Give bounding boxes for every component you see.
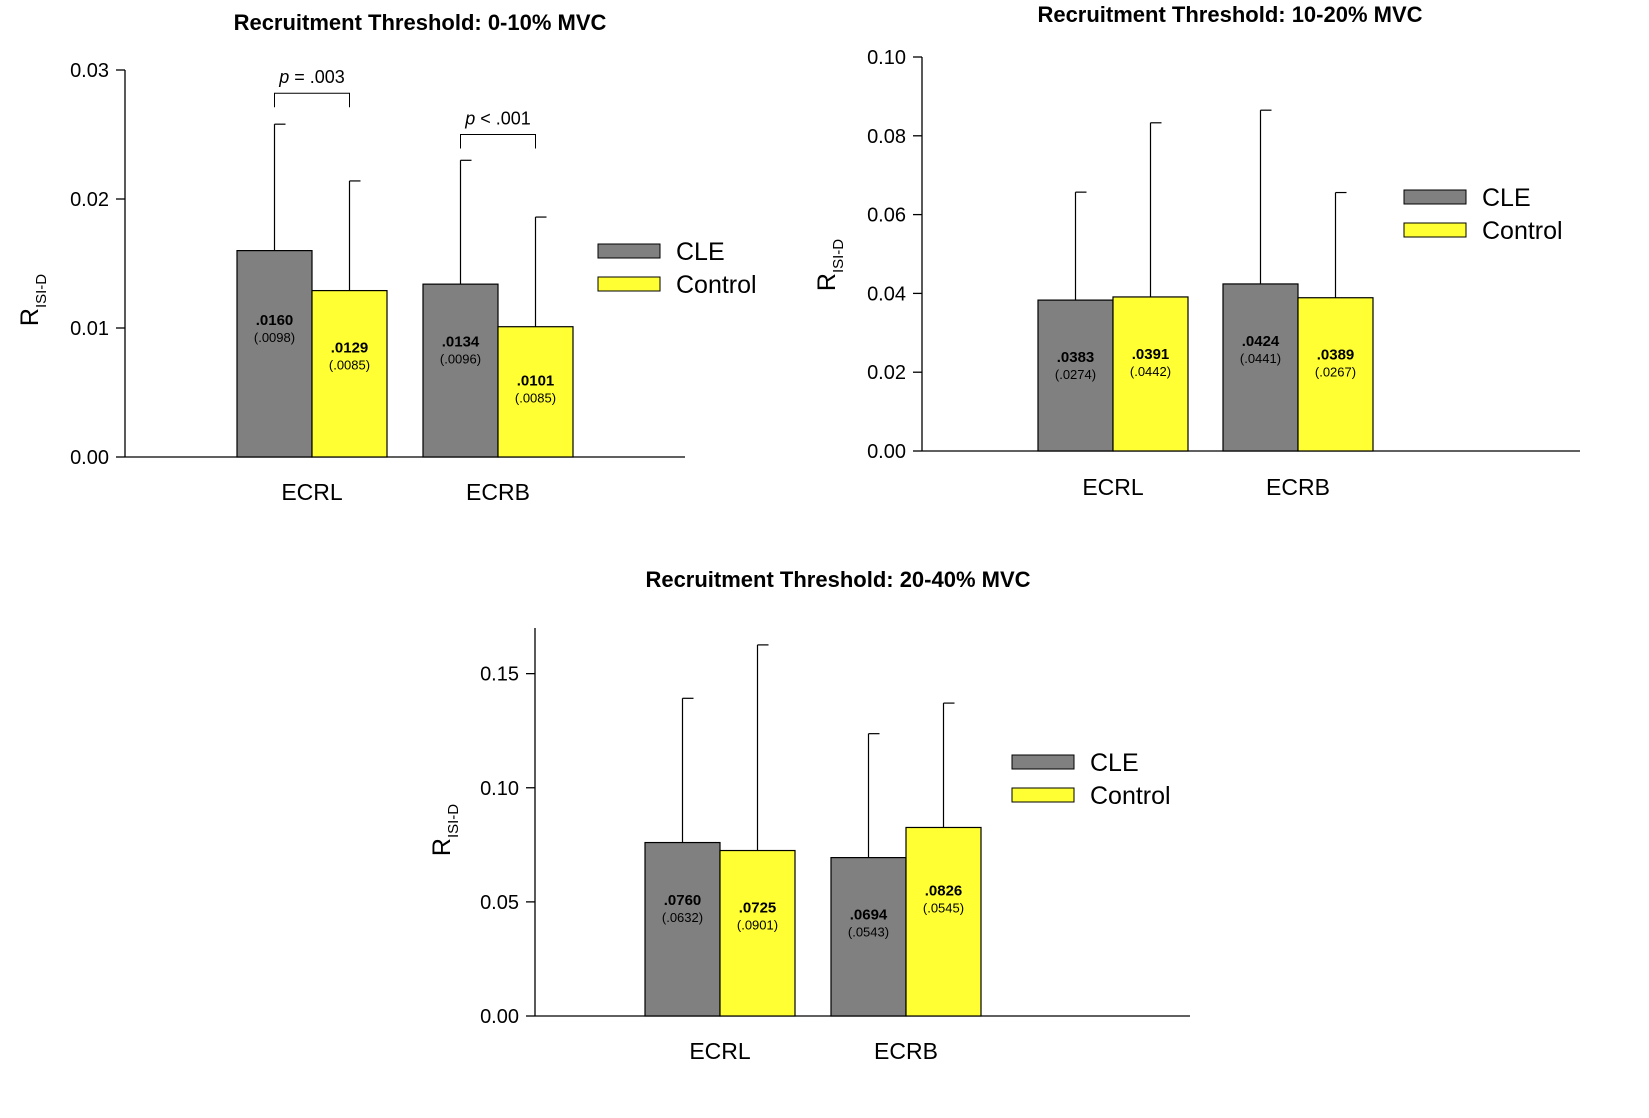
legend-swatch-cle bbox=[597, 243, 661, 259]
y-tick-label: 0.08 bbox=[867, 126, 906, 148]
legend-label-control: Control bbox=[1090, 782, 1171, 810]
y-tick-label: 0.04 bbox=[867, 283, 906, 305]
x-category-label: ECRL bbox=[1082, 474, 1144, 500]
data-label-sd: (.0085) bbox=[329, 358, 370, 373]
y-tick-label: 0.15 bbox=[480, 664, 519, 686]
y-axis-label-main: R bbox=[428, 838, 456, 856]
bar-control-ecrb bbox=[497, 326, 574, 458]
y-tick-label: 0.00 bbox=[480, 1006, 519, 1028]
x-category-label: ECRB bbox=[466, 479, 530, 505]
bar-control-ecrl bbox=[719, 849, 796, 1017]
chart-panel-3: Recruitment Threshold: 20-40% MVC RISI-D 0… bbox=[428, 567, 1190, 1064]
legend-swatch-control bbox=[597, 276, 661, 292]
legend-label-cle: CLE bbox=[1090, 749, 1139, 777]
y-axis-label-subscript: ISI-D bbox=[445, 804, 462, 838]
data-label-mean: .0134 bbox=[442, 333, 480, 350]
y-axis-label: RISI-D bbox=[16, 274, 50, 326]
bar-cle-ecrb bbox=[1222, 283, 1299, 452]
x-category-label: ECRL bbox=[689, 1038, 751, 1064]
significance-p: p bbox=[464, 109, 475, 129]
chart-panel-2: Recruitment Threshold: 10-20% MVC RISI-D 0… bbox=[813, 2, 1580, 500]
significance-p: p bbox=[278, 67, 289, 87]
data-label-sd: (.0543) bbox=[848, 925, 889, 940]
data-label-mean: .0129 bbox=[331, 340, 369, 357]
y-axis-label-main: R bbox=[16, 308, 44, 326]
y-tick-label: 0.03 bbox=[70, 60, 109, 82]
chart-panel-1: Recruitment Threshold: 0-10% MVC RISI-D 0.… bbox=[16, 10, 757, 505]
legend-swatch-control bbox=[1403, 222, 1467, 238]
data-label-mean: .0101 bbox=[517, 372, 555, 389]
x-category-label: ECRL bbox=[281, 479, 343, 505]
y-axis-label-subscript: ISI-D bbox=[33, 274, 50, 308]
bar-control-ecrb bbox=[1297, 297, 1374, 452]
y-tick-label: 0.00 bbox=[70, 447, 109, 469]
legend-swatch-cle bbox=[1011, 754, 1075, 770]
data-label-sd: (.0632) bbox=[662, 910, 703, 925]
data-label-mean: .0424 bbox=[1242, 333, 1280, 350]
significance-label: p = .003 bbox=[278, 67, 345, 87]
y-tick-label: 0.10 bbox=[867, 47, 906, 69]
data-label-sd: (.0096) bbox=[440, 351, 481, 366]
x-category-label: ECRB bbox=[1266, 474, 1330, 500]
data-label-mean: .0160 bbox=[256, 312, 294, 329]
data-label-mean: .0389 bbox=[1317, 347, 1355, 364]
legend-label-control: Control bbox=[1482, 217, 1563, 245]
chart-title: Recruitment Threshold: 0-10% MVC bbox=[234, 10, 607, 35]
data-label-mean: .0694 bbox=[850, 907, 888, 924]
x-category-label: ECRB bbox=[874, 1038, 938, 1064]
legend-label-cle: CLE bbox=[676, 238, 725, 266]
data-label-mean: .0826 bbox=[925, 882, 963, 899]
significance-value: < .001 bbox=[475, 109, 531, 129]
data-label-sd: (.0098) bbox=[254, 330, 295, 345]
y-tick-label: 0.02 bbox=[70, 189, 109, 211]
data-label-sd: (.0441) bbox=[1240, 351, 1281, 366]
y-axis-label: RISI-D bbox=[428, 804, 462, 856]
data-label-mean: .0760 bbox=[664, 892, 702, 909]
legend-label-control: Control bbox=[676, 271, 757, 299]
bar-cle-ecrl bbox=[1037, 299, 1114, 452]
chart-title: Recruitment Threshold: 10-20% MVC bbox=[1037, 2, 1422, 27]
bar-control-ecrb bbox=[905, 826, 982, 1017]
y-tick-label: 0.01 bbox=[70, 318, 109, 340]
bar-cle-ecrb bbox=[830, 857, 907, 1017]
legend-label-cle: CLE bbox=[1482, 184, 1531, 212]
bar-control-ecrl bbox=[1112, 296, 1189, 452]
data-label-mean: .0725 bbox=[739, 900, 777, 917]
y-axis-label-main: R bbox=[813, 273, 841, 291]
bar-cle-ecrb bbox=[422, 283, 499, 458]
data-label-sd: (.0545) bbox=[923, 900, 964, 915]
y-tick-label: 0.05 bbox=[480, 892, 519, 914]
data-label-mean: .0391 bbox=[1132, 346, 1170, 363]
data-label-mean: .0383 bbox=[1057, 349, 1095, 366]
significance-label: p < .001 bbox=[464, 109, 531, 129]
legend: CLE Control bbox=[1403, 184, 1563, 245]
bar-cle-ecrl bbox=[644, 841, 721, 1017]
legend-swatch-control bbox=[1011, 787, 1075, 803]
legend: CLE Control bbox=[1011, 749, 1171, 810]
legend-swatch-cle bbox=[1403, 189, 1467, 205]
data-label-sd: (.0274) bbox=[1055, 367, 1096, 382]
significance-value: = .003 bbox=[289, 67, 345, 87]
y-tick-label: 0.10 bbox=[480, 778, 519, 800]
data-label-sd: (.0442) bbox=[1130, 364, 1171, 379]
data-label-sd: (.0267) bbox=[1315, 365, 1356, 380]
y-tick-label: 0.02 bbox=[867, 362, 906, 384]
y-tick-label: 0.06 bbox=[867, 205, 906, 227]
y-axis-label: RISI-D bbox=[813, 239, 847, 291]
data-label-sd: (.0901) bbox=[737, 918, 778, 933]
significance-bracket bbox=[274, 92, 350, 108]
y-tick-label: 0.00 bbox=[867, 441, 906, 463]
significance-bracket bbox=[460, 134, 536, 149]
data-label-sd: (.0085) bbox=[515, 390, 556, 405]
bar-cle-ecrl bbox=[236, 250, 313, 458]
chart-title: Recruitment Threshold: 20-40% MVC bbox=[645, 567, 1030, 592]
bar-control-ecrl bbox=[311, 289, 388, 458]
y-axis-label-subscript: ISI-D bbox=[830, 239, 847, 273]
legend: CLE Control bbox=[597, 238, 757, 299]
